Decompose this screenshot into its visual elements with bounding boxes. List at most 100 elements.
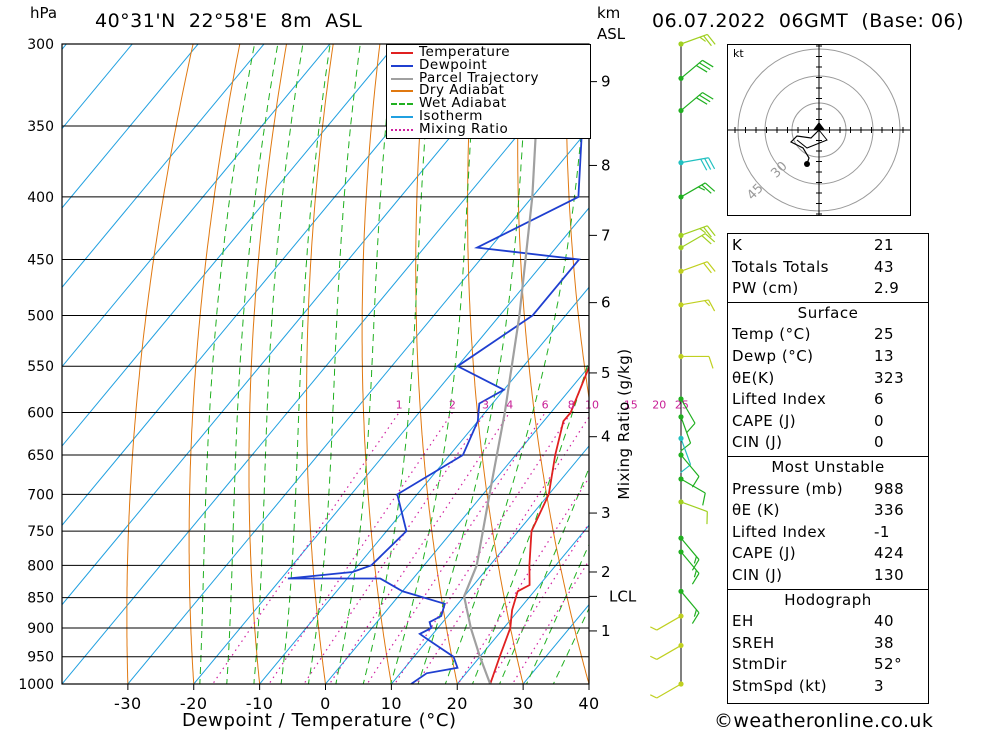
wind-barb [678,33,716,47]
legend-entry: Parcel Trajectory [391,69,587,86]
wind-barb-flag [708,299,716,312]
wind-barb-flag [701,235,712,245]
dry-adiabat-line [248,44,288,684]
height-tick-label: 7 [601,226,611,244]
pressure-tick-label: 600 [27,405,54,421]
isotherm-line [62,44,265,289]
wind-barb-staff [680,261,708,272]
pressure-tick-label: 350 [27,119,54,135]
indices-table: K 21 Totals Totals 43 PW (cm) 2.9 Surface Temp … [727,233,929,704]
wind-barb [678,549,700,585]
index-row: CAPE (J) 424 [732,544,924,564]
hodograph-panel: kt 30 45 [727,44,911,216]
wind-barb-flag [650,626,658,631]
index-value: 40 [874,612,895,631]
pressure-tick-label: 750 [27,524,54,540]
wind-barb-flag [691,559,700,571]
wind-barb-flag [699,62,711,71]
index-value: -1 [874,522,890,541]
pressure-tick-label: 650 [27,448,54,464]
wet-adiabat-line [280,44,331,684]
mixing-ratio-line [366,412,546,684]
wind-barb-flag [699,36,706,42]
wind-barb-flag [703,226,712,238]
wind-barb-flag [702,492,706,506]
temperature-tick-label: 40 [578,694,599,713]
pressure-tick-label: 300 [27,37,54,53]
index-key: Lifted Index [732,390,827,409]
wind-barb-flag [650,694,658,699]
dewpoint-profile [287,76,589,684]
wind-barb-staff [680,92,703,111]
wind-barb-flag [699,228,706,234]
index-key: Temp (°C) [732,325,811,344]
isotherm-line [62,44,133,130]
isotherm-line [193,207,589,684]
index-row: Dewp (°C) 13 [732,347,924,367]
forecast-datetime: 06.07.2022 06GMT (Base: 06) [652,10,965,32]
dry-adiabat-line [934,7,1000,710]
wind-barb-flag [706,225,716,237]
wet-adiabat-line [199,44,256,684]
height-tick-label: 3 [601,504,611,522]
legend-swatch [391,64,413,67]
index-key: CIN (J) [732,433,783,452]
wind-barb-flag [691,476,700,488]
wind-barb-staff [680,299,709,306]
index-value: 424 [874,544,905,563]
wind-barb-staff [680,416,692,444]
wet-adiabat-line [499,466,589,684]
hodograph-trace-inner [796,129,828,149]
pressure-tick-label: 950 [27,650,54,666]
dry-adiabat-line [126,44,194,684]
mixing-ratio-label: 20 [652,398,666,411]
wind-barb-flag [703,262,712,274]
index-value: 3 [874,677,885,695]
index-key: Dewp (°C) [732,347,814,365]
index-value: 988 [874,479,905,498]
index-value: 38 [874,633,895,652]
mixing-ratio-label: 6 [542,398,549,411]
index-row: Lifted Index -1 [732,523,924,543]
wind-barb-staff [656,644,682,660]
wet-adiabat-line [362,44,434,684]
pressure-tick-label: 900 [27,621,54,637]
copyright: ©weatheronline.co.uk [714,710,934,732]
wet-adiabat-line [444,44,589,684]
index-row: CAPE (J) 0 [732,412,924,432]
wind-barb-flag [703,35,712,47]
legend-swatch [391,90,413,93]
wind-barb-flag [704,158,712,170]
wind-barb-flag [702,92,714,100]
wind-barb-staff [680,590,700,614]
mixing-ratio-label: 4 [506,398,513,411]
wind-barb-flag [693,570,698,578]
index-value: 130 [874,566,905,584]
hodograph-unit: kt [733,47,744,60]
index-row: EH 40 [732,612,924,632]
index-row: CIN (J) 0 [732,433,924,453]
wind-barb [678,535,700,571]
height-tick-label: 1 [601,622,611,640]
pressure-tick-label: 800 [27,558,54,574]
legend-label: Dry Adiabat [419,82,505,99]
wind-barb [678,476,706,506]
index-value: 52° [874,655,903,674]
mixing-ratio-label: 8 [568,398,575,411]
legend-label: Parcel Trajectory [419,69,539,86]
pressure-tick-label: 450 [27,253,54,269]
lcl-label: LCL [609,587,637,605]
wind-barb-staff [680,501,708,513]
index-key: θE(K) [732,368,775,387]
dry-adiabat-line [188,44,241,684]
chart-legend: Temperature Dewpoint Parcel Trajectory Dry … [386,44,591,139]
index-key: Lifted Index [732,522,827,541]
index-key: Pressure (mb) [732,479,844,498]
isotherm-line [324,365,589,684]
index-key: StmDir [732,655,787,674]
index-key: SREH [732,633,775,652]
wind-barb-staff [680,398,696,424]
wind-barb-staff [680,33,708,45]
index-key: CIN (J) [732,566,783,584]
